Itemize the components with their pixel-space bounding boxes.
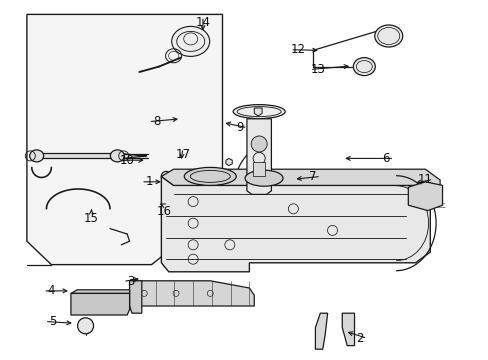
Text: 4: 4 — [47, 284, 55, 297]
Polygon shape — [161, 176, 429, 272]
Polygon shape — [253, 162, 264, 176]
Text: 16: 16 — [156, 205, 171, 218]
Text: 10: 10 — [120, 154, 134, 167]
Text: 13: 13 — [310, 63, 325, 76]
Polygon shape — [246, 119, 271, 194]
Text: 8: 8 — [152, 115, 160, 128]
Text: 6: 6 — [382, 152, 389, 165]
Circle shape — [251, 136, 266, 152]
Polygon shape — [225, 158, 232, 166]
Text: 17: 17 — [175, 148, 190, 161]
Text: 3: 3 — [127, 275, 135, 288]
Ellipse shape — [374, 25, 402, 47]
Ellipse shape — [30, 150, 43, 162]
Text: 9: 9 — [235, 121, 243, 134]
Ellipse shape — [171, 26, 209, 57]
Polygon shape — [71, 293, 129, 315]
Polygon shape — [129, 281, 142, 313]
Polygon shape — [71, 290, 129, 293]
Ellipse shape — [244, 170, 283, 186]
Circle shape — [78, 318, 93, 334]
Polygon shape — [161, 169, 439, 187]
Polygon shape — [129, 281, 254, 306]
Text: 12: 12 — [290, 43, 305, 56]
Text: 15: 15 — [84, 212, 99, 225]
Polygon shape — [254, 108, 262, 116]
Ellipse shape — [233, 105, 285, 118]
Polygon shape — [315, 313, 327, 349]
Ellipse shape — [184, 167, 236, 185]
Text: 2: 2 — [355, 332, 363, 345]
Text: 7: 7 — [308, 170, 316, 183]
Text: 14: 14 — [195, 16, 210, 29]
Ellipse shape — [353, 58, 374, 76]
Ellipse shape — [110, 150, 124, 162]
Polygon shape — [37, 153, 117, 158]
Text: 11: 11 — [417, 173, 432, 186]
Polygon shape — [27, 14, 222, 265]
Polygon shape — [407, 182, 442, 211]
Polygon shape — [123, 154, 146, 158]
Text: 5: 5 — [49, 315, 57, 328]
Polygon shape — [342, 313, 354, 346]
Text: 1: 1 — [145, 175, 153, 188]
